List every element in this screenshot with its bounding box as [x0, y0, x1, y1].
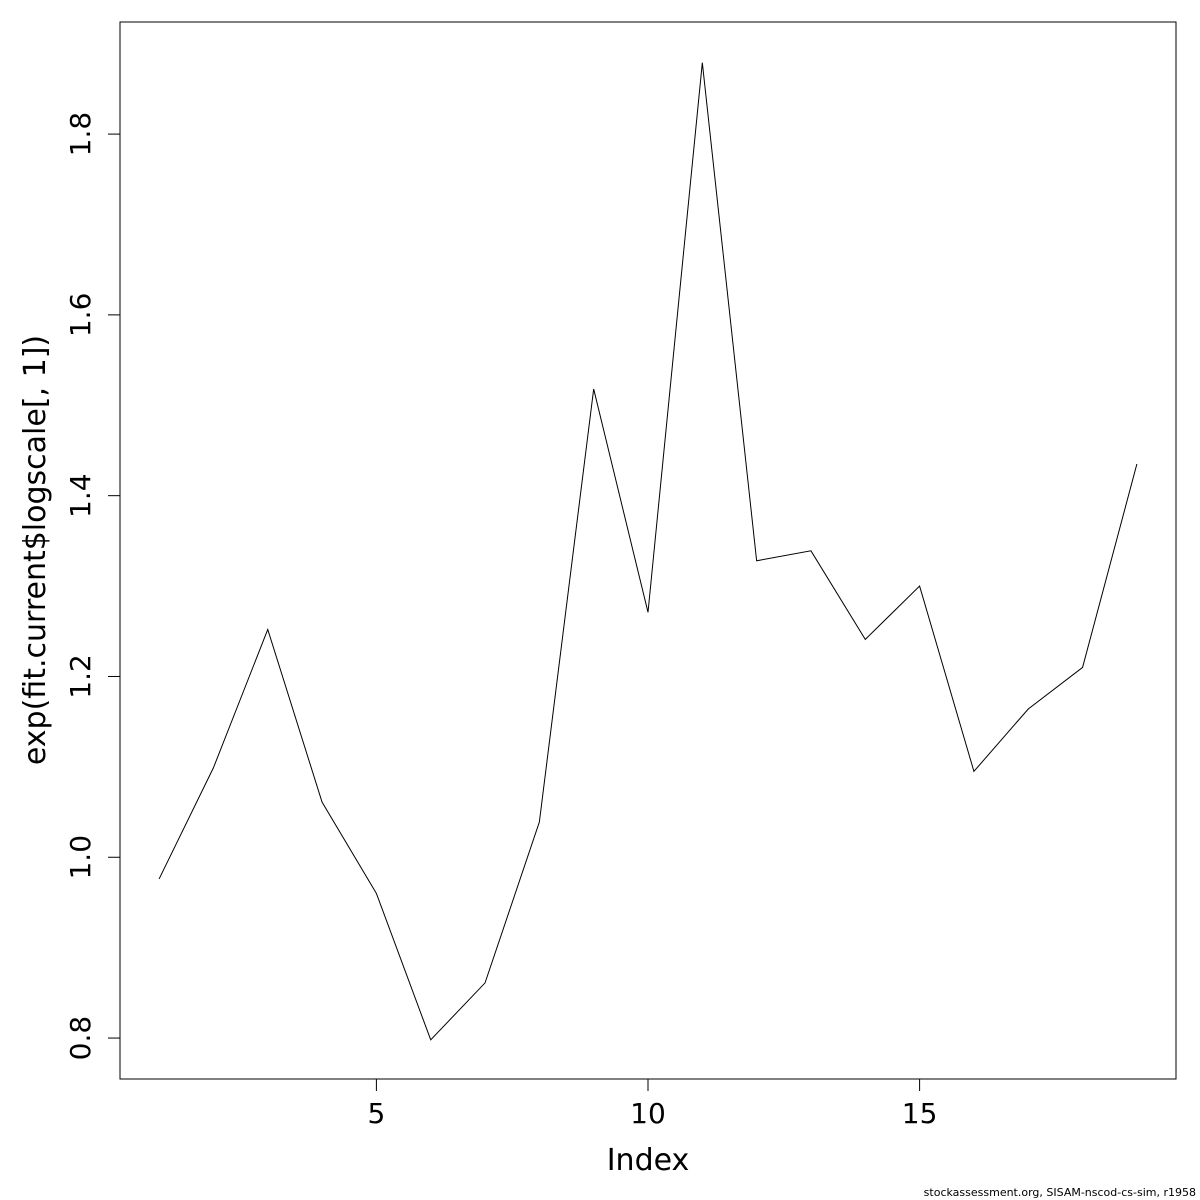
y-tick-label: 1.2	[64, 654, 97, 699]
data-line	[158, 62, 1138, 1041]
footer: stockassessment.org, SISAM-nscod-cs-sim,…	[924, 1186, 1196, 1199]
x-tick-label: 5	[367, 1097, 385, 1130]
y-tick-label: 0.8	[64, 1016, 97, 1061]
y-tick-label: 1.8	[64, 112, 97, 157]
x-axis-title: Index	[607, 1143, 690, 1178]
y-tick-label: 1.6	[64, 293, 97, 338]
y-tick-label: 1.4	[64, 473, 97, 518]
y-tick-label: 1.0	[64, 835, 97, 880]
x-tick-label: 10	[630, 1097, 666, 1130]
plot-frame	[119, 21, 1177, 1080]
y-axis-title: exp(fit.current$logscale[, 1])	[18, 335, 53, 765]
x-tick-label: 15	[902, 1097, 938, 1130]
